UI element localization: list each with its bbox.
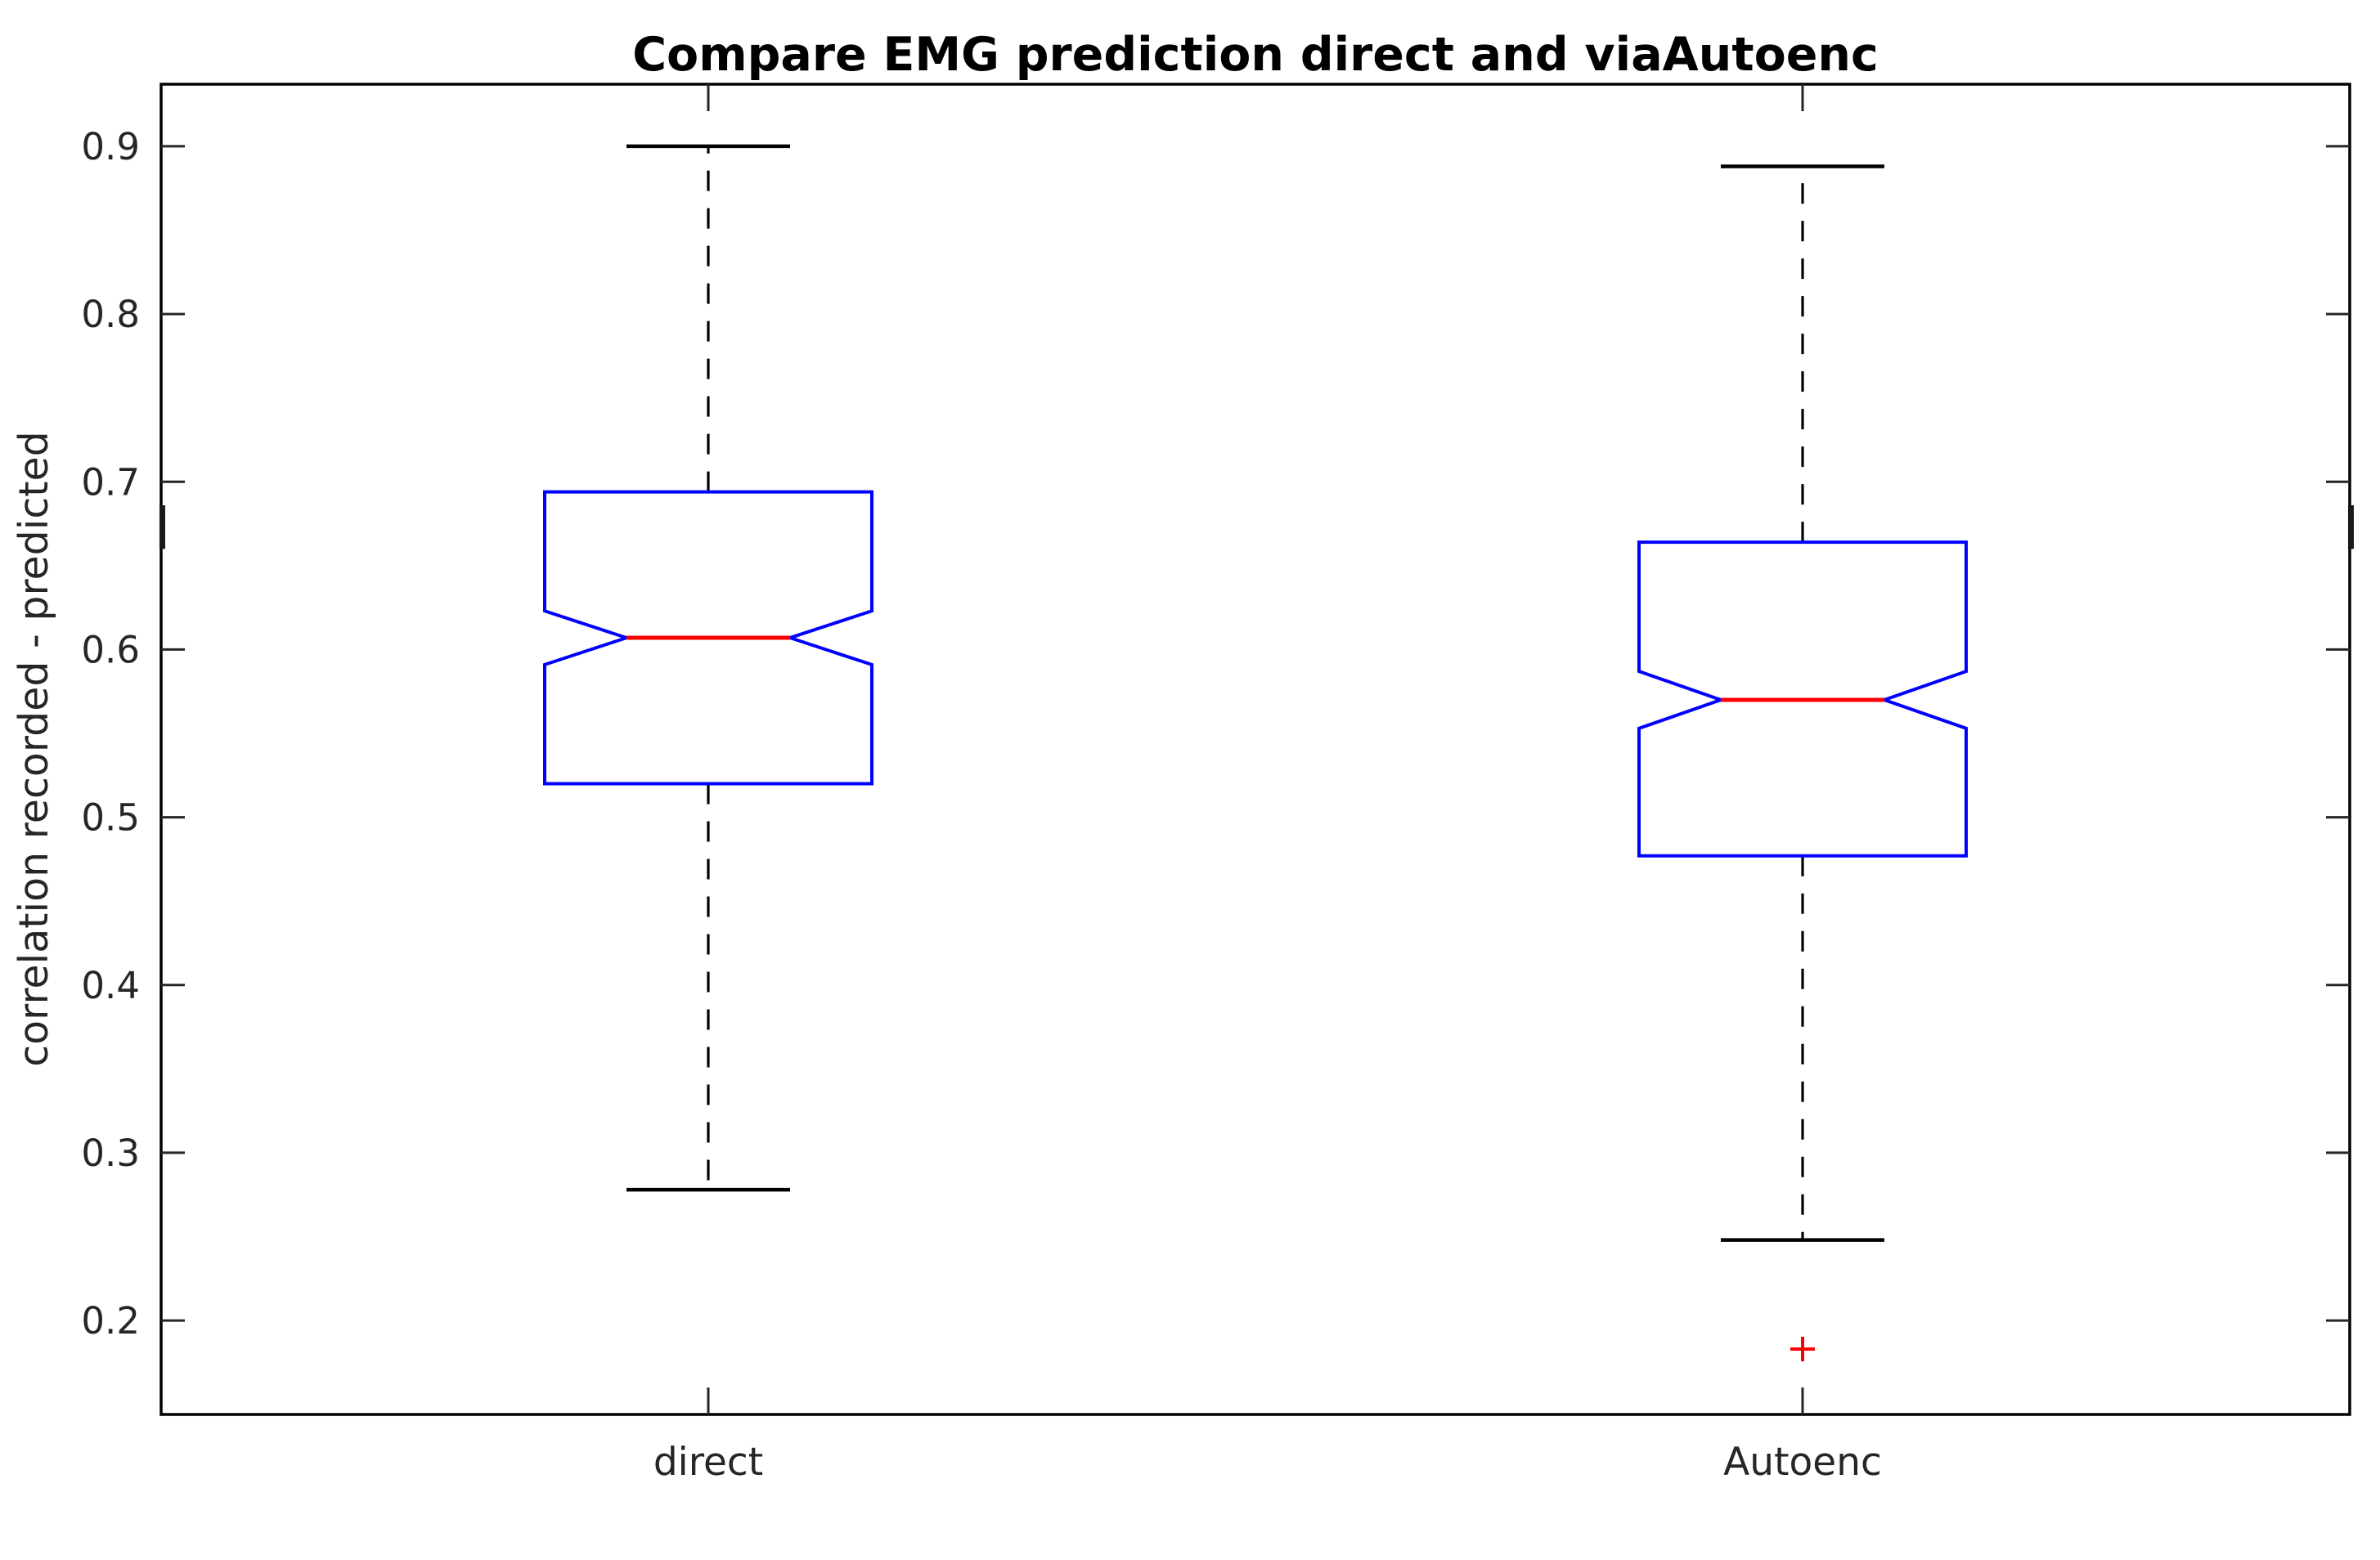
y-axis-label: correlation recorded - predicted bbox=[11, 431, 57, 1067]
boxplot-autoenc bbox=[1637, 164, 1968, 1361]
y-tick-label: 0.2 bbox=[81, 1299, 140, 1343]
y-tick-label: 0.6 bbox=[81, 628, 140, 671]
y-tick-label: 0.4 bbox=[81, 964, 140, 1007]
boxplot-layer bbox=[543, 144, 1968, 1361]
notched-box bbox=[543, 490, 873, 786]
notched-box bbox=[1637, 540, 1968, 858]
plot-area bbox=[159, 83, 2351, 1416]
chart-title: Compare EMG prediction direct and viaAut… bbox=[632, 28, 1879, 82]
y-tick-label: 0.5 bbox=[81, 796, 140, 840]
y-tick-label: 0.8 bbox=[81, 293, 140, 336]
y-tick-label: 0.3 bbox=[81, 1132, 140, 1175]
y-tick-label: 0.9 bbox=[81, 125, 140, 168]
x-tick-label-direct: direct bbox=[653, 1440, 763, 1485]
boxplot-direct bbox=[543, 144, 873, 1192]
y-tick-label: 0.7 bbox=[81, 460, 140, 504]
x-tick-label-autoenc: Autoenc bbox=[1723, 1440, 1882, 1485]
axis-ticks-layer: 0.2 0.3 0.4 0.5 0.6 0.7 0.8 0.9 direct Autoenc bbox=[81, 84, 2354, 1485]
